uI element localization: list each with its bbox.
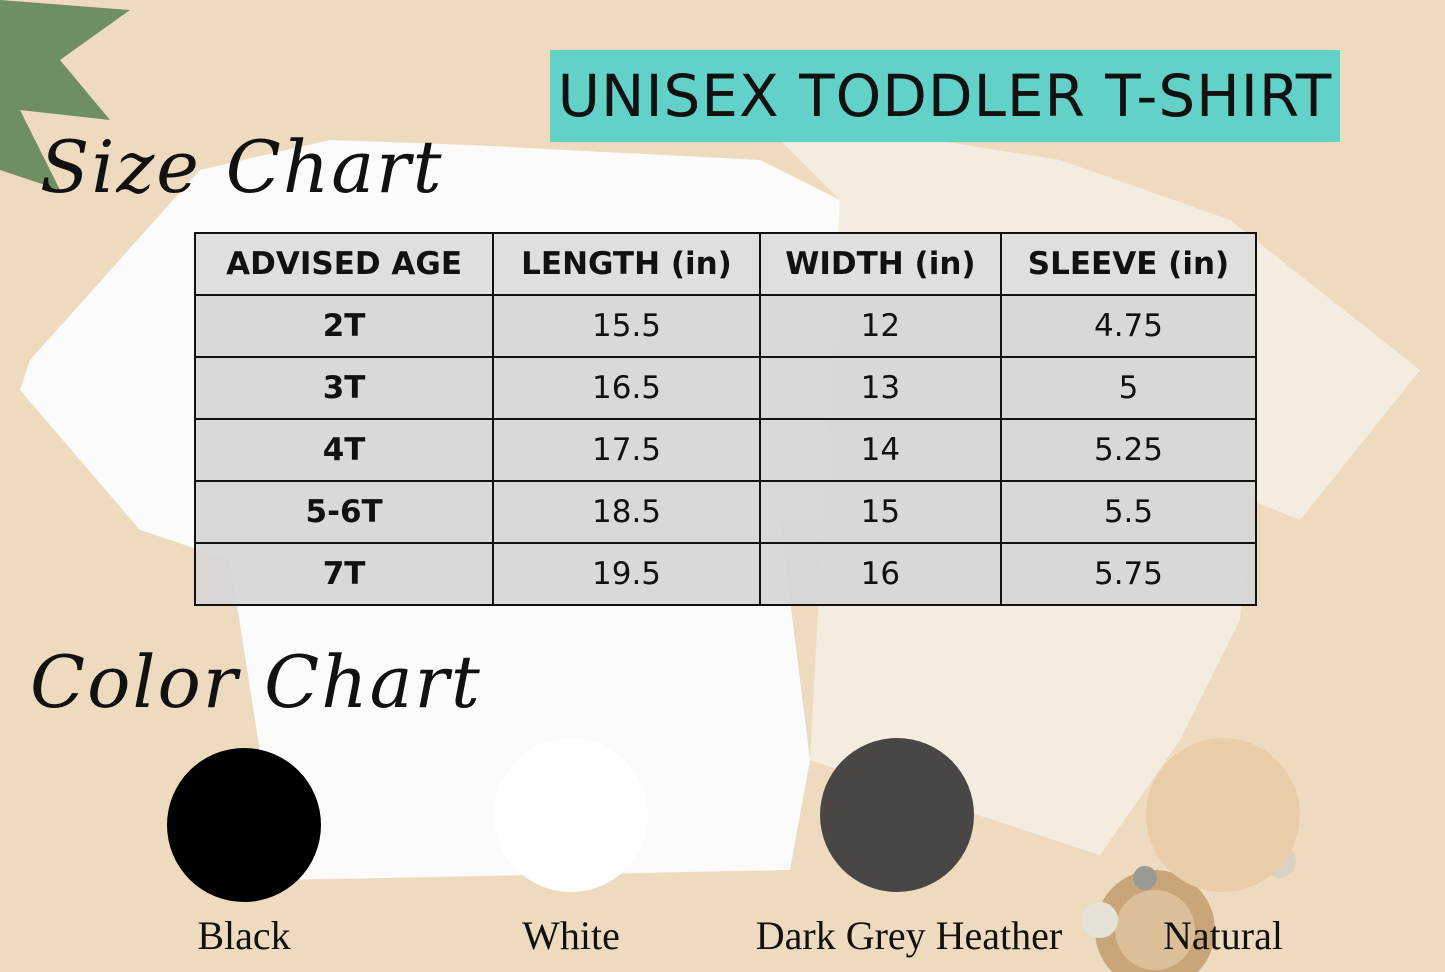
cell: 3T [193, 356, 495, 420]
table-row: 5-6T 18.5 15 5.5 [193, 480, 1258, 544]
cell: 18.5 [492, 480, 761, 544]
color-swatch-dark-grey-heather [820, 738, 974, 892]
title-banner: UNISEX TODDLER T-SHIRT [550, 50, 1340, 142]
color-chart-heading: Color Chart [30, 640, 482, 724]
cell: 12 [758, 294, 1002, 358]
cell: 15 [758, 480, 1002, 544]
table-row: 3T 16.5 13 5 [193, 356, 1258, 420]
color-swatch-black [167, 748, 321, 902]
cell: 14 [758, 418, 1002, 482]
cell: 7T [193, 542, 495, 606]
color-label: Black [197, 913, 291, 958]
cell: 4T [193, 418, 495, 482]
table-header-row: ADVISED AGE LENGTH (in) WIDTH (in) SLEEV… [193, 232, 1258, 296]
cell: 17.5 [492, 418, 761, 482]
header-cell: LENGTH (in) [492, 232, 761, 296]
size-table: ADVISED AGE LENGTH (in) WIDTH (in) SLEEV… [193, 232, 1258, 606]
palm-leaf [0, 0, 130, 190]
table-row: 2T 15.5 12 4.75 [193, 294, 1258, 358]
table-row: 7T 19.5 16 5.75 [193, 542, 1258, 606]
cell: 16 [758, 542, 1002, 606]
color-swatch-white [494, 738, 648, 892]
cell: 4.75 [999, 294, 1258, 358]
size-chart-heading: Size Chart [40, 125, 444, 209]
cell: 16.5 [492, 356, 761, 420]
header-cell: SLEEVE (in) [999, 232, 1258, 296]
cell: 19.5 [492, 542, 761, 606]
color-label: Natural [1163, 913, 1283, 958]
color-label: White [522, 913, 620, 958]
cell: 15.5 [492, 294, 761, 358]
page-title: UNISEX TODDLER T-SHIRT [557, 62, 1333, 130]
header-cell: WIDTH (in) [758, 232, 1002, 296]
table-row: 4T 17.5 14 5.25 [193, 418, 1258, 482]
button [1082, 902, 1118, 938]
cell: 5 [999, 356, 1258, 420]
button [1133, 866, 1157, 890]
color-swatch-natural [1146, 738, 1300, 892]
cell: 5.75 [999, 542, 1258, 606]
cell: 5-6T [193, 480, 495, 544]
cell: 2T [193, 294, 495, 358]
cell: 5.5 [999, 480, 1258, 544]
cell: 5.25 [999, 418, 1258, 482]
header-cell: ADVISED AGE [193, 232, 495, 296]
cell: 13 [758, 356, 1002, 420]
color-label: Dark Grey Heather [755, 913, 1063, 958]
